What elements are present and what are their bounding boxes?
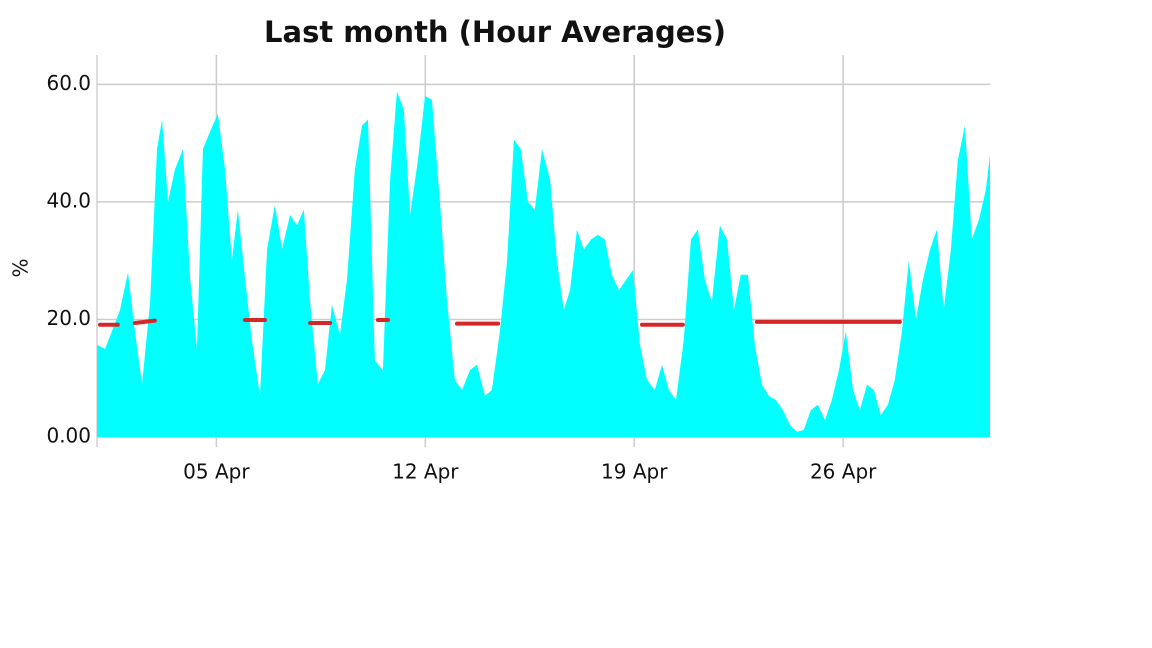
- x-tick-label: 05 Apr: [183, 460, 250, 484]
- chart-title: Last month (Hour Averages): [264, 15, 726, 49]
- y-tick-label: 0.00: [46, 424, 91, 448]
- y-tick-label: 20.0: [46, 306, 91, 330]
- x-tick-label: 19 Apr: [601, 460, 668, 484]
- line: [97, 318, 902, 327]
- x-tick-label: 12 Apr: [392, 460, 459, 484]
- x-tick-label: 26 Apr: [810, 460, 877, 484]
- area: [97, 91, 990, 438]
- y-tick-label: 60.0: [46, 71, 91, 95]
- y-tick-label: 40.0: [46, 188, 91, 212]
- y-axis-label: %: [9, 258, 33, 277]
